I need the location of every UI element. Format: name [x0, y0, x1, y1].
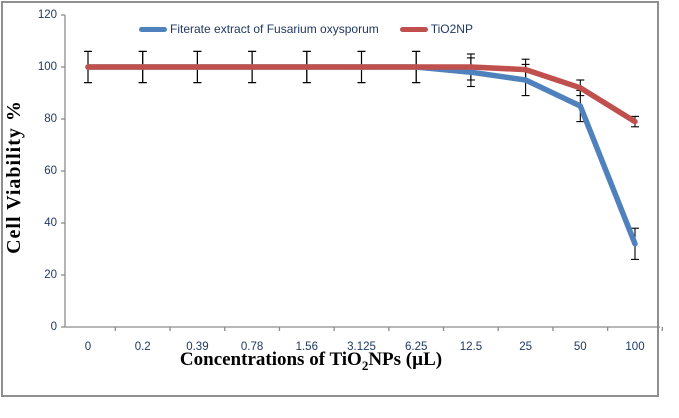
- x-tick-label: 0.2: [135, 341, 151, 353]
- y-tick-label: 80: [44, 113, 57, 125]
- legend-item-filtrate-extract: Fiterate extract of Fusarium oxysporum: [139, 22, 379, 36]
- legend-line-marker-red: [399, 26, 428, 32]
- legend-item-tio2np: TiO2NP: [399, 22, 473, 36]
- legend-label-filtrate-extract: Fiterate extract of Fusarium oxysporum: [170, 22, 379, 36]
- x-tick-label: 25: [519, 341, 532, 353]
- y-tick-label: 60: [44, 165, 57, 177]
- x-axis-title-subscript: 2: [361, 357, 369, 373]
- x-tick-label: 6.25: [405, 341, 427, 353]
- y-tick-label: 120: [38, 9, 57, 21]
- x-axis-title: Concentrations of TiO2NPs (µL): [0, 349, 622, 374]
- x-axis-title-text-2: NPs (µL): [368, 349, 443, 370]
- y-tick-label: 20: [44, 269, 57, 281]
- series-line-filtrate-extract: [85, 64, 638, 247]
- x-tick-label: 12.5: [460, 341, 482, 353]
- x-tick-label: 1.56: [296, 341, 318, 353]
- y-tick-label: 100: [38, 61, 57, 73]
- y-tick-label: 0: [51, 321, 57, 333]
- chart-legend: Fiterate extract of Fusarium oxysporum T…: [139, 21, 473, 37]
- series-line-tio2np: [85, 64, 638, 125]
- legend-label-tio2np: TiO2NP: [430, 22, 473, 36]
- x-tick-label: 0: [85, 341, 91, 353]
- x-tick-label: 3.125: [347, 341, 376, 353]
- y-tick-label: 40: [44, 217, 57, 229]
- x-tick-label: 100: [625, 341, 644, 353]
- x-axis-title-text-1: Concentrations of TiO: [179, 349, 362, 370]
- x-tick-label: 0.78: [241, 341, 263, 353]
- y-axis-title: Cell Viability %: [3, 100, 25, 254]
- legend-line-marker-blue: [139, 26, 167, 32]
- x-tick-label: 50: [574, 341, 587, 353]
- x-tick-label: 0.39: [186, 341, 208, 353]
